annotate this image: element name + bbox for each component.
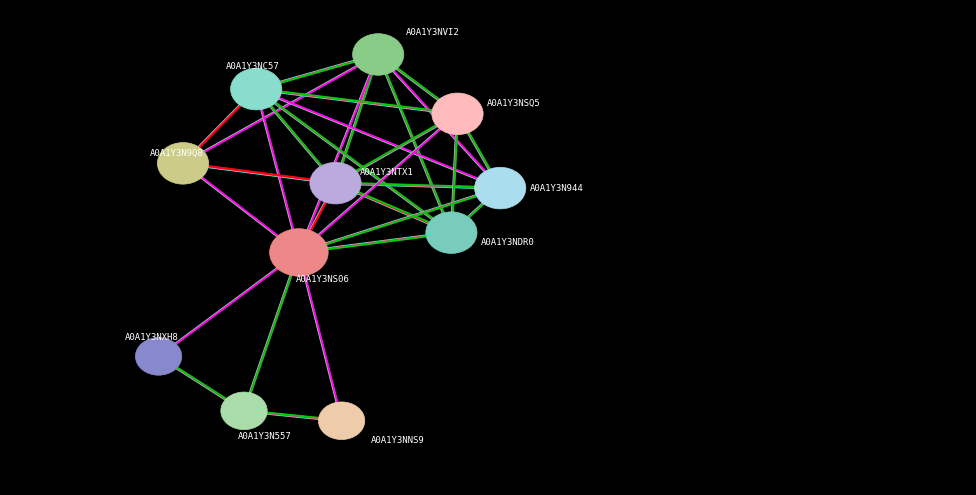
Text: A0A1Y3N9Q8: A0A1Y3N9Q8 — [149, 149, 203, 158]
Circle shape — [352, 34, 404, 75]
Circle shape — [318, 402, 365, 440]
Circle shape — [136, 338, 182, 375]
Text: A0A1Y3N944: A0A1Y3N944 — [530, 184, 584, 193]
Circle shape — [157, 143, 209, 184]
Text: A0A1Y3NNS9: A0A1Y3NNS9 — [371, 436, 425, 445]
Text: A0A1Y3NVI2: A0A1Y3NVI2 — [406, 28, 460, 37]
Text: A0A1Y3NS06: A0A1Y3NS06 — [296, 275, 349, 284]
Text: A0A1Y3N557: A0A1Y3N557 — [238, 432, 292, 441]
Circle shape — [474, 167, 526, 209]
Circle shape — [230, 68, 282, 110]
Text: A0A1Y3NTX1: A0A1Y3NTX1 — [360, 168, 414, 177]
Circle shape — [426, 212, 477, 253]
Text: A0A1Y3NSQ5: A0A1Y3NSQ5 — [487, 99, 541, 107]
Circle shape — [431, 93, 483, 135]
Circle shape — [310, 162, 361, 204]
Text: A0A1Y3NXH8: A0A1Y3NXH8 — [125, 333, 179, 342]
Text: A0A1Y3NC57: A0A1Y3NC57 — [225, 62, 279, 71]
Text: A0A1Y3NDR0: A0A1Y3NDR0 — [481, 238, 535, 247]
Circle shape — [221, 392, 267, 430]
Circle shape — [269, 229, 328, 276]
